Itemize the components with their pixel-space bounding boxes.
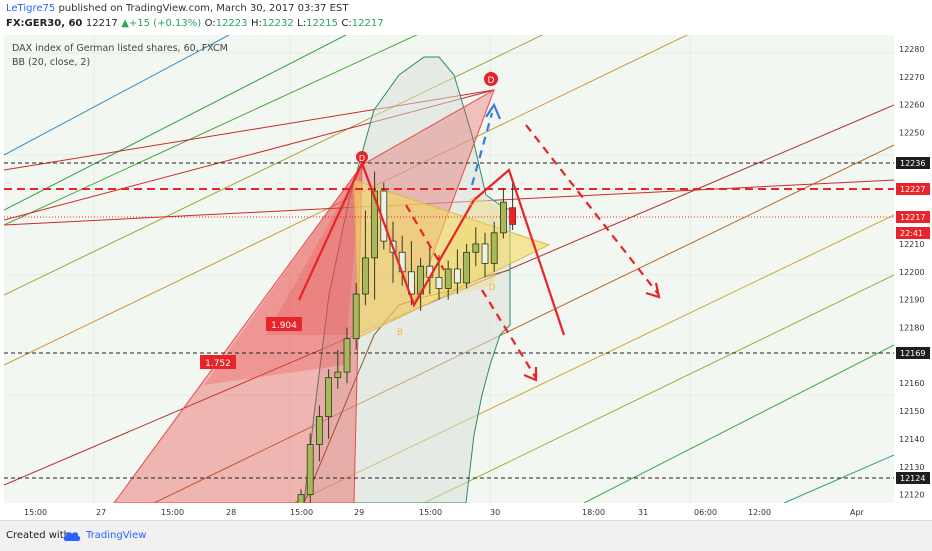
point-d-low: D xyxy=(489,283,496,293)
tradingview-link[interactable]: TradingView xyxy=(86,530,147,541)
close-label: C: xyxy=(341,18,352,29)
time-tick-label: 28 xyxy=(226,508,236,517)
candle-body xyxy=(490,232,498,264)
price-badge-label: 12124 xyxy=(900,474,925,483)
candle-body xyxy=(334,371,342,379)
candle-body xyxy=(444,268,452,289)
candle-body xyxy=(435,276,443,289)
price-tick-label: 12120 xyxy=(899,491,924,500)
up-arrow-icon: ▲ xyxy=(121,18,129,29)
pattern-point-markers: D D C B D xyxy=(356,72,498,338)
publish-info: published on TradingView.com, March 30, … xyxy=(58,3,349,14)
price-badge-label: 12217 xyxy=(900,213,925,222)
candle-body xyxy=(297,494,305,503)
ratio-label-1752: 1.752 xyxy=(205,359,231,369)
point-c: C xyxy=(469,198,475,208)
publish-line: LeTigre75 published on TradingView.com, … xyxy=(6,3,348,14)
price-badge-label: 12236 xyxy=(900,159,925,168)
candle-body xyxy=(371,190,379,259)
indicator-label[interactable]: BB (20, close, 2) xyxy=(12,57,91,68)
price-chart[interactable]: D D C B D 1.904 1.752 xyxy=(4,35,894,503)
candle-body xyxy=(325,377,333,418)
price-badge xyxy=(896,472,930,484)
time-tick-label: 31 xyxy=(638,508,648,517)
candle-body xyxy=(361,257,369,295)
high-label: H: xyxy=(250,18,262,29)
price-tick-label: 12280 xyxy=(899,45,924,54)
price-badge-label: 12227 xyxy=(900,185,925,194)
price-tick-label: 12130 xyxy=(899,463,924,472)
price-badge-label: 12169 xyxy=(900,349,925,358)
candle-body xyxy=(509,207,517,225)
candle-body xyxy=(352,293,360,340)
price-tick-label: 12180 xyxy=(899,324,924,333)
low-value: 12215 xyxy=(306,18,338,29)
time-tick-label: 06:00 xyxy=(694,508,717,517)
tradingview-cloud-icon[interactable] xyxy=(62,528,82,547)
point-d-top: D xyxy=(488,76,495,86)
candle-body xyxy=(472,243,480,253)
candle-body xyxy=(407,271,415,295)
time-tick-label: 15:00 xyxy=(290,508,313,517)
projection-arrows xyxy=(405,102,661,382)
price-tick-label: 12150 xyxy=(899,407,924,416)
time-tick-label: Apr xyxy=(850,508,865,517)
open-label: O: xyxy=(204,18,216,29)
open-value: 12223 xyxy=(215,18,248,29)
time-tick-label: 15:00 xyxy=(24,508,47,517)
ratio-labels: 1.904 1.752 xyxy=(200,317,302,369)
price-badge xyxy=(896,227,930,239)
candle-body xyxy=(463,251,471,284)
price-badge xyxy=(896,211,930,223)
candle-body xyxy=(343,338,351,373)
candle-body xyxy=(499,201,507,234)
price-axis-svg: 1228012270122601225012240122301222012210… xyxy=(896,45,930,500)
high-value: 12232 xyxy=(261,18,294,29)
price-badge xyxy=(896,183,930,195)
low-label: L: xyxy=(297,18,307,29)
candle-body xyxy=(453,268,461,284)
price-tick-label: 12190 xyxy=(899,296,924,305)
price-change: +15 (+0.13%) xyxy=(128,18,202,29)
pattern-lines xyxy=(298,160,566,336)
price-badge-label: 22:41 xyxy=(900,229,923,238)
time-tick-label: 15:00 xyxy=(419,508,442,517)
time-tick-label: 29 xyxy=(354,508,364,517)
price-tick-label: 12250 xyxy=(899,129,924,138)
time-tick-label: 12:00 xyxy=(748,508,771,517)
chart-title: DAX index of German listed shares, 60, F… xyxy=(12,43,228,54)
price-tick-label: 12160 xyxy=(899,379,924,388)
price-axis[interactable]: 1228012270122601225012240122301222012210… xyxy=(894,35,932,503)
time-tick-label: 18:00 xyxy=(582,508,605,517)
candle-body xyxy=(315,416,323,445)
footer: Created with TradingView xyxy=(0,520,932,551)
symbol-line: FX:GER30, 60 12217 ▲+15 (+0.13%) O:12223… xyxy=(6,18,384,29)
price-badge xyxy=(896,347,930,359)
time-axis[interactable]: 15:00 27 15:00 28 15:00 29 15:00 30 18:00 31 06:00… xyxy=(4,503,894,517)
ratio-label-1904: 1.904 xyxy=(271,321,297,331)
last-price: 12217 xyxy=(85,18,118,29)
time-axis-svg: 15:00 27 15:00 28 15:00 29 15:00 30 18:00 31 06:00… xyxy=(24,508,865,517)
author-link[interactable]: LeTigre75 xyxy=(6,3,56,14)
point-d-mid: D xyxy=(359,154,365,163)
candle-body xyxy=(481,243,489,264)
created-with-label: Created with xyxy=(6,530,70,541)
time-tick-label: 27 xyxy=(96,508,106,517)
time-tick-label: 15:00 xyxy=(161,508,184,517)
price-badge xyxy=(896,157,930,169)
price-tick-label: 12140 xyxy=(899,435,924,444)
price-tick-label: 12270 xyxy=(899,73,924,82)
price-tick-label: 12260 xyxy=(899,101,924,110)
price-tick-label: 12200 xyxy=(899,268,924,277)
point-b: B xyxy=(397,328,403,338)
horizontal-levels xyxy=(4,162,894,479)
close-value: 12217 xyxy=(351,18,384,29)
price-tick-label: 12210 xyxy=(899,240,924,249)
symbol-name[interactable]: FX:GER30, 60 xyxy=(6,18,83,29)
chart-area[interactable]: D D C B D 1.904 1.752 DAX index of Germa… xyxy=(4,35,894,503)
time-tick-label: 30 xyxy=(490,508,500,517)
candle-body xyxy=(306,444,314,496)
